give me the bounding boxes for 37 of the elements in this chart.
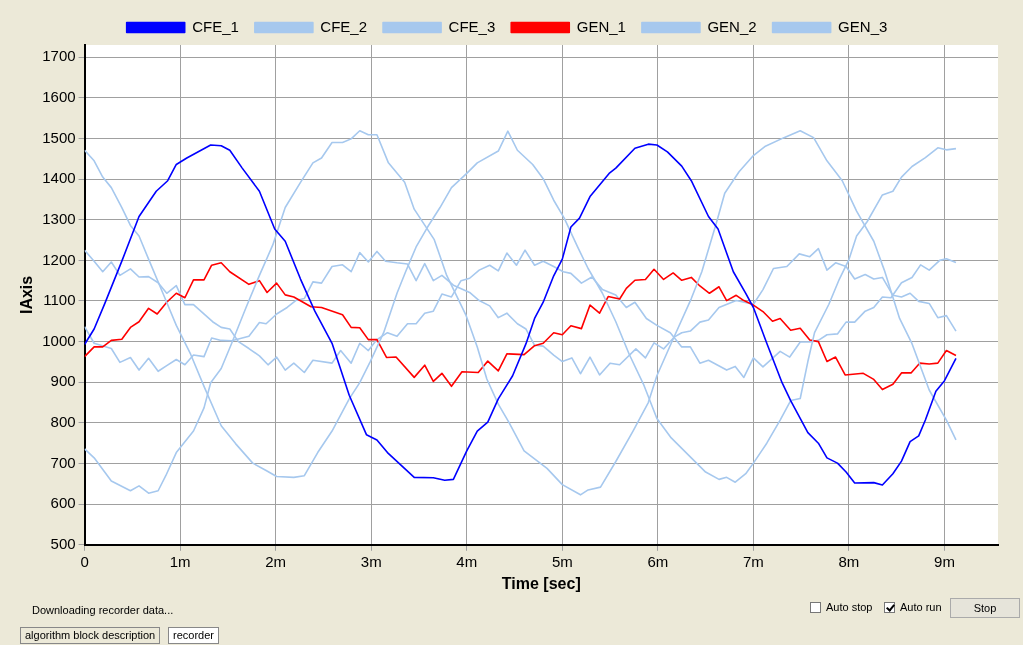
legend-label: CFE_2 xyxy=(320,17,368,35)
x-tick-label: 6m xyxy=(647,552,669,570)
text: Downloading recorder data... xyxy=(32,604,174,616)
y-tick-label: 700 xyxy=(50,453,76,471)
y-tick-label: 900 xyxy=(50,372,76,390)
y-axis-title: IAxis xyxy=(18,275,36,315)
y-tick-label: 1500 xyxy=(42,128,76,146)
y-tick-label: 1700 xyxy=(42,47,76,65)
text: Auto stop xyxy=(826,601,873,613)
x-tick-label: 1m xyxy=(169,552,191,570)
legend-label: GEN_1 xyxy=(576,17,626,35)
x-tick-label: 8m xyxy=(838,552,860,570)
x-tick-label: 5m xyxy=(551,552,573,570)
y-tick-label: 1100 xyxy=(43,291,76,309)
x-axis-title: Time [sec] xyxy=(501,574,581,592)
legend-label: CFE_3 xyxy=(448,17,496,35)
y-tick-label: 1000 xyxy=(42,331,76,349)
text: algorithm block description xyxy=(20,627,161,644)
y-tick-label: 1400 xyxy=(42,169,76,187)
x-tick-label: 3m xyxy=(360,552,382,570)
x-tick-label: 4m xyxy=(456,552,478,570)
y-tick-label: 1200 xyxy=(42,250,76,268)
legend-label: CFE_1 xyxy=(192,17,239,35)
text: Auto run xyxy=(900,601,942,613)
x-tick-label: 0 xyxy=(80,552,89,570)
x-tick-label: 7m xyxy=(742,552,764,570)
text: recorder xyxy=(168,627,219,644)
x-tick-label: 9m xyxy=(934,552,955,570)
text: Stop xyxy=(950,598,1020,618)
y-tick-label: 600 xyxy=(50,494,76,512)
y-tick-label: 1600 xyxy=(42,87,76,105)
y-tick-label: 1300 xyxy=(42,209,76,227)
legend-label: GEN_3 xyxy=(838,17,888,35)
y-tick-label: 800 xyxy=(50,413,76,431)
y-tick-label: 500 xyxy=(50,534,76,552)
legend-label: GEN_2 xyxy=(707,17,757,35)
x-tick-label: 2m xyxy=(265,552,287,570)
